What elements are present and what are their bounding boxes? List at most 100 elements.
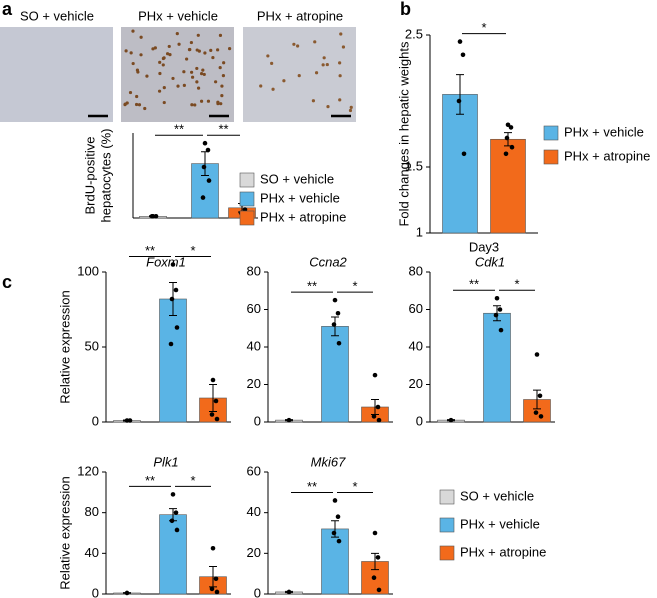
data-point xyxy=(508,125,514,130)
y-axis-label: Relative expression xyxy=(57,476,72,589)
significance-label: * xyxy=(190,473,195,488)
data-point xyxy=(153,214,159,219)
nucleus xyxy=(314,71,319,75)
nucleus xyxy=(158,60,162,64)
data-point xyxy=(170,262,176,267)
data-point xyxy=(461,151,467,157)
chart-title: Cdk1 xyxy=(475,254,505,269)
nucleus xyxy=(199,99,204,103)
data-point xyxy=(375,404,381,410)
y-tick-label: 120 xyxy=(77,463,99,478)
nucleus xyxy=(216,102,220,106)
panel-label: b xyxy=(400,0,411,19)
y-tick-label: 0 xyxy=(254,585,261,598)
data-point xyxy=(210,377,216,383)
data-point xyxy=(335,310,341,316)
nucleus xyxy=(135,68,140,72)
data-point xyxy=(332,498,338,503)
significance-label: ** xyxy=(307,279,317,294)
nucleus xyxy=(211,55,215,60)
significance-label: * xyxy=(481,20,486,35)
nucleus xyxy=(165,52,170,56)
nucleus xyxy=(196,33,200,37)
image-caption: PHx + vehicle xyxy=(138,8,218,23)
bar xyxy=(159,514,187,595)
data-point xyxy=(214,416,220,422)
y-axis-label: hepatocytes (%) xyxy=(98,129,113,223)
chart-title: Ccna2 xyxy=(309,254,347,269)
legend-swatch xyxy=(439,517,455,533)
chart-title: Mki67 xyxy=(311,454,346,469)
data-point xyxy=(494,295,500,301)
legend-swatch xyxy=(239,210,255,226)
nucleus xyxy=(201,68,205,72)
nucleus xyxy=(124,49,128,53)
nucleus xyxy=(326,105,330,109)
nucleus xyxy=(134,102,139,107)
nucleus xyxy=(282,79,286,83)
y-tick-label: 0 xyxy=(92,413,99,428)
nucleus xyxy=(220,84,224,88)
error-bar xyxy=(371,552,379,571)
micrograph xyxy=(0,27,113,122)
data-point xyxy=(174,527,180,533)
data-point xyxy=(534,352,540,357)
bar xyxy=(321,326,349,423)
data-point xyxy=(149,214,155,219)
data-point xyxy=(173,287,179,293)
bar xyxy=(442,94,478,234)
data-point xyxy=(375,555,381,560)
significance-label: ** xyxy=(469,277,479,292)
y-tick-label: 40 xyxy=(247,338,261,353)
nucleus xyxy=(219,102,223,106)
image-caption: PHx + atropine xyxy=(257,8,343,23)
legend-label: SO + vehicle xyxy=(260,171,334,186)
data-point xyxy=(214,589,220,595)
data-point xyxy=(286,589,292,595)
data-point xyxy=(457,39,463,44)
nucleus xyxy=(131,61,135,66)
legend-label: PHx + atropine xyxy=(564,148,650,163)
nucleus xyxy=(296,44,300,48)
nucleus xyxy=(206,99,211,103)
nucleus xyxy=(259,84,263,88)
data-point xyxy=(213,398,219,404)
y-tick-label: 60 xyxy=(247,301,261,316)
data-point xyxy=(209,412,215,417)
nucleus xyxy=(125,101,129,105)
data-point xyxy=(209,586,215,592)
y-tick-label: 2.5 xyxy=(405,26,423,41)
y-tick-label: 0 xyxy=(254,413,261,428)
chart-title: Foxm1 xyxy=(146,254,186,269)
error-bar xyxy=(209,384,217,412)
significance-label: ** xyxy=(145,243,155,258)
panel-label: c xyxy=(2,272,12,292)
data-point xyxy=(168,341,174,347)
data-point xyxy=(332,297,338,303)
y-tick-label: 1.5 xyxy=(405,158,423,173)
data-point xyxy=(127,418,133,423)
nucleus xyxy=(190,75,195,79)
nucleus xyxy=(313,40,317,44)
y-tick-label: 0 xyxy=(92,585,99,598)
nucleus xyxy=(195,80,199,84)
micrograph xyxy=(121,27,234,122)
data-point xyxy=(336,340,342,346)
nucleus xyxy=(218,33,223,37)
legend-swatch xyxy=(239,191,255,207)
data-point xyxy=(286,417,292,423)
data-point xyxy=(493,312,499,318)
data-point xyxy=(456,98,462,104)
y-tick-label: 40 xyxy=(85,545,99,560)
nucleus xyxy=(182,83,186,87)
y-tick-label: 100 xyxy=(77,263,99,278)
nucleus xyxy=(157,89,162,93)
nucleus xyxy=(193,103,197,107)
nucleus xyxy=(129,51,133,55)
data-point xyxy=(497,307,503,312)
data-point xyxy=(173,510,179,515)
nucleus xyxy=(195,48,199,52)
significance-label: ** xyxy=(218,122,228,137)
data-point xyxy=(213,576,219,582)
